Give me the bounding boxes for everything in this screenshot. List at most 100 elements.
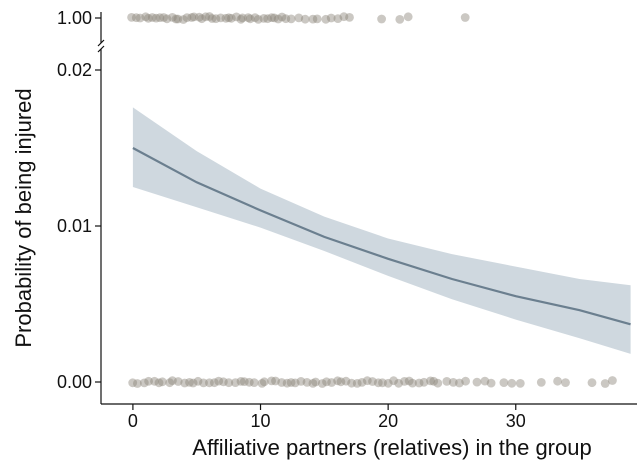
point-not-injured [608, 376, 617, 385]
point-injured [147, 13, 157, 22]
point-not-injured [231, 378, 240, 387]
point-not-injured [188, 378, 198, 388]
point-not-injured [210, 378, 219, 388]
point-not-injured [296, 377, 306, 386]
point-not-injured [311, 377, 320, 387]
point-injured [345, 13, 354, 22]
point-injured [201, 12, 211, 22]
point-not-injured [244, 377, 254, 387]
point-injured [250, 13, 260, 22]
point-not-injured [302, 378, 312, 387]
point-not-injured [442, 377, 452, 386]
point-not-injured [185, 378, 194, 387]
point-injured [273, 14, 283, 24]
point-injured [232, 12, 241, 22]
point-injured [245, 14, 255, 24]
point-injured [321, 14, 331, 24]
point-injured [216, 13, 226, 23]
point-not-injured [341, 376, 351, 386]
point-not-injured [139, 378, 149, 388]
point-not-injured [368, 377, 377, 386]
point-not-injured [461, 376, 470, 386]
point-not-injured [267, 376, 276, 386]
point-injured [395, 15, 405, 24]
point-not-injured [282, 378, 292, 388]
point-not-injured [144, 376, 154, 386]
point-not-injured [333, 376, 342, 386]
point-not-injured [472, 377, 482, 387]
point-injured [312, 14, 322, 24]
point-injured [243, 13, 253, 22]
point-not-injured [322, 377, 331, 387]
point-injured [339, 12, 349, 22]
point-injured [135, 13, 145, 23]
point-injured [171, 14, 181, 24]
point-not-injured [199, 378, 208, 388]
point-injured [205, 12, 214, 21]
point-injured [187, 13, 197, 22]
point-not-injured [378, 378, 387, 388]
points-layer [127, 12, 617, 388]
point-injured [127, 13, 136, 22]
y-axis-title: Probability of being injured [11, 88, 36, 347]
axis-break-slash [97, 45, 105, 53]
point-injured [221, 13, 231, 23]
y-tick-label: 0.02 [57, 60, 92, 80]
point-not-injured [507, 378, 517, 388]
point-injured [131, 13, 141, 23]
point-injured [326, 13, 336, 23]
point-not-injured [214, 376, 224, 386]
point-not-injured [486, 378, 496, 388]
point-injured [194, 12, 204, 22]
point-injured [224, 13, 234, 23]
point-injured [197, 14, 207, 24]
point-not-injured [448, 378, 458, 387]
point-not-injured [257, 379, 267, 388]
point-not-injured [239, 377, 249, 386]
point-not-injured [168, 376, 177, 385]
point-not-injured [455, 378, 464, 388]
point-injured [182, 13, 192, 22]
point-not-injured [277, 378, 287, 387]
point-not-injured [414, 378, 424, 388]
point-not-injured [419, 377, 429, 387]
point-not-injured [290, 378, 300, 388]
point-injured [211, 14, 221, 24]
point-not-injured [362, 376, 372, 386]
point-injured [168, 13, 177, 22]
point-not-injured [536, 378, 546, 387]
point-injured [281, 14, 291, 24]
point-injured [151, 13, 161, 23]
point-not-injured [128, 378, 138, 388]
point-not-injured [224, 378, 234, 388]
ticks: 0 10 20 30 0.00 0.01 0.02 [57, 17, 526, 431]
point-not-injured [327, 378, 336, 387]
point-injured [294, 13, 304, 23]
point-not-injured [357, 378, 367, 387]
axis-break-slash [97, 39, 105, 47]
point-not-injured [336, 377, 346, 387]
x-axis-title: Affiliative partners (relatives) in the … [192, 435, 591, 460]
point-injured [253, 15, 263, 24]
point-not-injured [165, 378, 175, 388]
point-not-injured [347, 378, 356, 388]
point-injured [277, 12, 287, 22]
y-tick-label: 0.00 [57, 372, 92, 392]
point-not-injured [561, 378, 570, 387]
point-not-injured [426, 376, 435, 386]
point-not-injured [259, 377, 269, 387]
point-not-injured [480, 376, 490, 386]
point-not-injured [173, 377, 183, 386]
point-not-injured [352, 379, 362, 388]
point-injured [263, 14, 272, 24]
point-injured [333, 14, 343, 23]
point-injured [267, 13, 277, 22]
point-injured [207, 14, 217, 23]
point-injured [143, 13, 153, 23]
point-not-injured [308, 379, 318, 388]
point-not-injured [158, 377, 167, 387]
confidence-ribbon-layer [132, 107, 631, 354]
axes [97, 12, 637, 405]
fit-line [132, 147, 631, 326]
